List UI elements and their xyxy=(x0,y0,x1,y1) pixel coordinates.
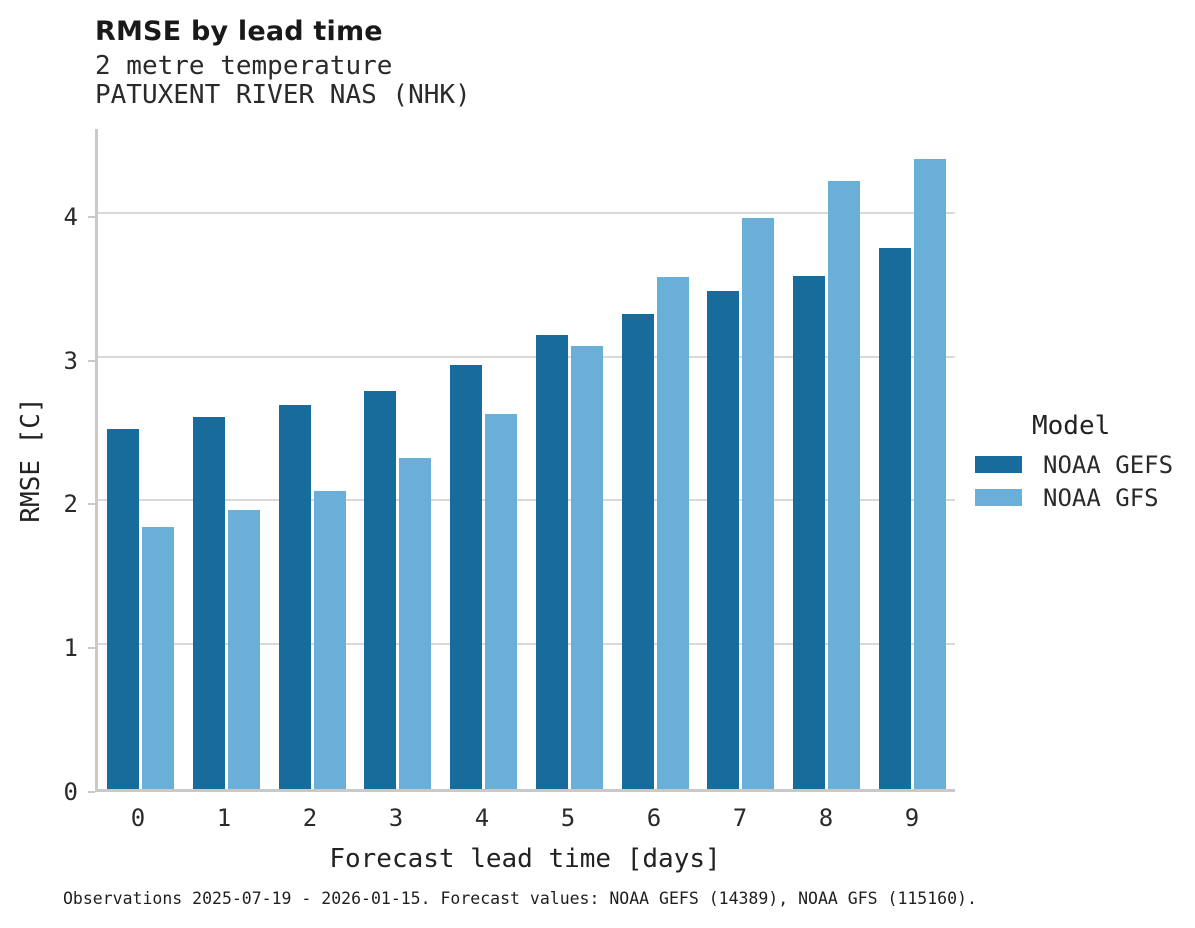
x-tick-label-8: 8 xyxy=(818,804,834,832)
bar-noaa-gfs-day-7 xyxy=(742,218,775,789)
bar-group-day-5 xyxy=(527,129,613,789)
plot-area xyxy=(95,129,955,792)
chart-title: RMSE by lead time xyxy=(95,16,383,47)
bar-group-day-4 xyxy=(441,129,527,789)
bar-group-day-7 xyxy=(698,129,784,789)
chart-subtitle-variable: 2 metre temperature xyxy=(95,51,393,81)
bar-noaa-gefs-day-2 xyxy=(278,405,311,789)
bar-group-day-3 xyxy=(355,129,441,789)
bar-group-day-9 xyxy=(869,129,955,789)
legend-item-noaa-gefs: NOAA GEFS xyxy=(975,448,1173,481)
legend-title: Model xyxy=(1032,411,1111,441)
bar-group-day-8 xyxy=(784,129,870,789)
bar-noaa-gfs-day-3 xyxy=(399,458,432,789)
chart-subtitle-station: PATUXENT RIVER NAS (NHK) xyxy=(95,80,471,110)
x-tick-label-0: 0 xyxy=(130,804,146,832)
y-tick-label-1: 1 xyxy=(63,634,78,662)
bar-group-day-1 xyxy=(184,129,270,789)
gridline-y-1 xyxy=(98,643,955,645)
bar-noaa-gfs-day-1 xyxy=(228,510,261,789)
legend-item-noaa-gfs: NOAA GFS xyxy=(975,481,1173,514)
bar-noaa-gfs-day-5 xyxy=(570,346,603,789)
bar-noaa-gefs-day-8 xyxy=(792,276,825,789)
gridline-y-3 xyxy=(98,356,955,358)
bar-noaa-gfs-day-2 xyxy=(313,491,346,789)
bar-noaa-gfs-day-9 xyxy=(913,159,946,789)
bar-group-day-6 xyxy=(612,129,698,789)
bar-noaa-gfs-day-4 xyxy=(485,414,518,789)
bar-series xyxy=(98,129,955,789)
legend: Model NOAA GEFS NOAA GFS xyxy=(975,410,1173,514)
bar-noaa-gefs-day-5 xyxy=(535,335,568,789)
y-tick-mark-0 xyxy=(88,791,95,793)
footer-caption: Observations 2025-07-19 - 2026-01-15. Fo… xyxy=(63,889,977,908)
legend-items: NOAA GEFS NOAA GFS xyxy=(975,448,1173,514)
x-tick-label-2: 2 xyxy=(302,804,318,832)
y-tick-label-0: 0 xyxy=(63,778,78,806)
gridline-y-4 xyxy=(98,212,955,214)
y-tick-mark-2 xyxy=(88,503,95,505)
bar-noaa-gefs-day-9 xyxy=(878,248,911,789)
bar-noaa-gefs-day-3 xyxy=(364,391,397,789)
x-tick-label-5: 5 xyxy=(560,804,576,832)
x-tick-label-6: 6 xyxy=(646,804,662,832)
bar-noaa-gfs-day-0 xyxy=(142,527,175,789)
y-tick-label-3: 3 xyxy=(63,347,78,375)
x-axis-title: Forecast lead time [days] xyxy=(329,844,721,874)
legend-swatch-icon xyxy=(975,489,1022,506)
bar-noaa-gefs-day-1 xyxy=(193,417,226,789)
y-tick-mark-1 xyxy=(88,647,95,649)
bar-noaa-gfs-day-8 xyxy=(827,181,860,789)
x-tick-label-3: 3 xyxy=(388,804,404,832)
gridline-y-2 xyxy=(98,499,955,501)
bar-noaa-gefs-day-0 xyxy=(107,429,140,789)
x-tick-label-9: 9 xyxy=(904,804,920,832)
x-tick-label-4: 4 xyxy=(474,804,490,832)
legend-label: NOAA GEFS xyxy=(1043,450,1174,479)
y-tick-label-4: 4 xyxy=(63,203,78,231)
bar-noaa-gfs-day-6 xyxy=(656,277,689,789)
bar-group-day-2 xyxy=(269,129,355,789)
x-tick-label-7: 7 xyxy=(732,804,748,832)
y-tick-mark-3 xyxy=(88,360,95,362)
legend-swatch-icon xyxy=(975,456,1022,473)
bar-group-day-0 xyxy=(98,129,184,789)
bar-noaa-gefs-day-4 xyxy=(450,365,483,789)
x-tick-label-1: 1 xyxy=(216,804,232,832)
y-tick-mark-4 xyxy=(88,216,95,218)
bar-noaa-gefs-day-6 xyxy=(621,314,654,789)
y-tick-label-2: 2 xyxy=(63,490,78,518)
legend-label: NOAA GFS xyxy=(1043,483,1159,512)
bar-noaa-gefs-day-7 xyxy=(707,291,740,789)
